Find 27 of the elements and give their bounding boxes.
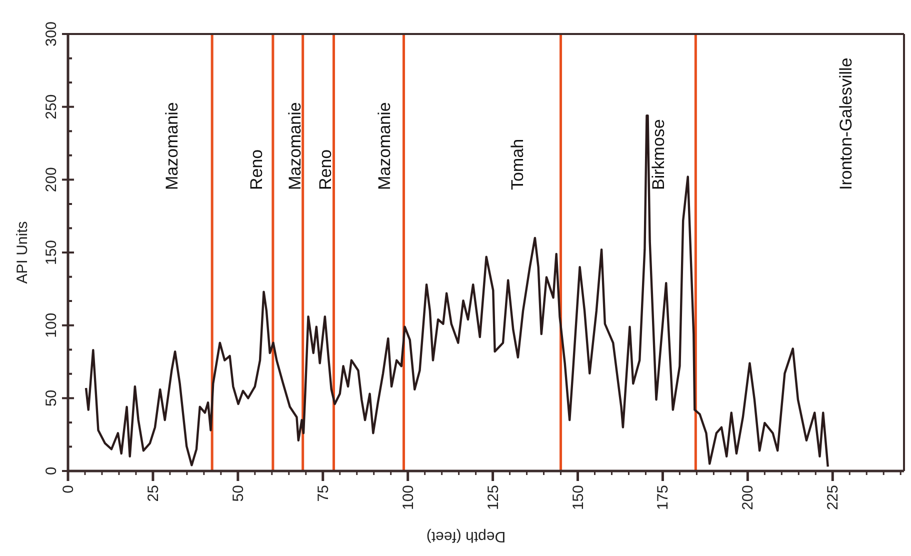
x-tick-label: 50 (230, 485, 247, 502)
x-tick-label: 125 (484, 485, 502, 510)
y-tick-label: 300 (43, 21, 60, 47)
x-tick-label: 100 (400, 485, 417, 510)
annotation: Reno (246, 149, 266, 190)
x-tick-label: 175 (654, 485, 672, 510)
x-tick-label: 0 (60, 485, 77, 494)
x-axis-title: Depth (feet) (426, 528, 506, 545)
annotation: Mazomanie (162, 102, 182, 190)
annotation: Reno (316, 149, 336, 190)
annotation: Ironton-Galesville (836, 58, 856, 190)
annotation: Mazomanie (285, 102, 304, 190)
x-tick-label: 150 (570, 485, 587, 510)
y-tick-label: 100 (43, 312, 60, 338)
y-tick-label: 200 (43, 167, 60, 192)
annotation: Mazomanie (375, 102, 394, 190)
x-tick-label: 25 (144, 485, 162, 502)
x-tick-label: 225 (824, 485, 842, 510)
x-tick-label: 200 (740, 485, 757, 510)
annotation: Tomah (508, 138, 527, 190)
y-tick-label: 50 (43, 390, 60, 407)
y-axis-title: API Units (14, 221, 31, 284)
x-tick-label: 75 (314, 485, 332, 502)
y-tick-label: 250 (43, 94, 60, 120)
y-tick-label: 150 (43, 240, 60, 266)
y-tick-label: 0 (43, 466, 60, 476)
annotation: Birkmose (648, 119, 668, 190)
